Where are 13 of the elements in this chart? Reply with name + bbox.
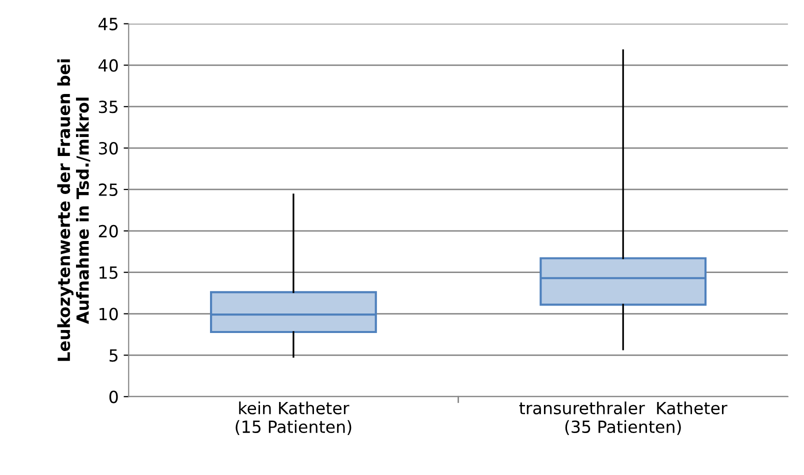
- y-tick-label: 40: [98, 59, 118, 72]
- y-axis-title: Leukozytenwerte der Frauen bei Aufnahme in Tsd./mikrol: [57, 59, 90, 361]
- x-tick-label: transurethraler Katheter (35 Patienten): [519, 401, 728, 436]
- y-tick-label: 45: [98, 18, 118, 30]
- y-tick-label: 0: [109, 390, 118, 404]
- y-tick-label: 35: [98, 100, 118, 114]
- y-tick-label: 10: [100, 308, 118, 320]
- y-tick-label: 5: [110, 349, 118, 362]
- x-tick-label: kein Katheter (15 Patienten): [236, 401, 352, 436]
- y-tick-label: 30: [98, 142, 118, 155]
- y-tick-label: 25: [98, 183, 118, 196]
- y-tick-label: 20: [98, 224, 118, 238]
- y-tick-label: 15: [100, 266, 118, 279]
